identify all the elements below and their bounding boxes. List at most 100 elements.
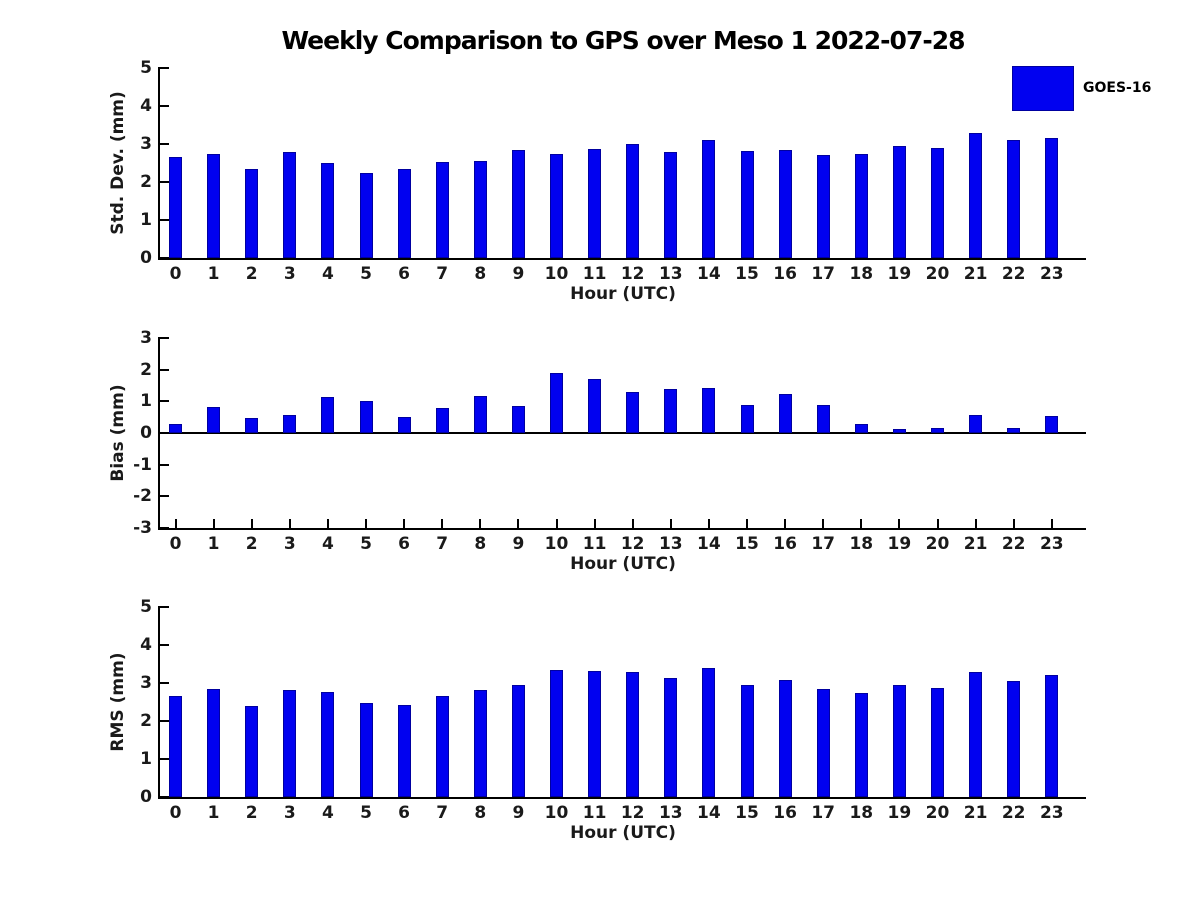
- y-tick-label: 3: [140, 673, 152, 693]
- y-tick: [160, 758, 169, 760]
- y-tick-label: 5: [140, 597, 152, 617]
- x-tick-label: 0: [169, 534, 182, 554]
- bar-stddev-h3: [283, 152, 297, 258]
- x-tick-label: 12: [620, 264, 645, 284]
- y-tick: [160, 337, 169, 339]
- y-tick: [160, 432, 169, 434]
- x-tick-label: 1: [207, 534, 220, 554]
- x-tick-label: 18: [849, 534, 874, 554]
- y-tick: [160, 606, 169, 608]
- legend-swatch: [1012, 66, 1074, 111]
- y-tick: [160, 644, 169, 646]
- x-tick-label: 11: [582, 264, 607, 284]
- x-tick: [669, 519, 672, 528]
- bar-rms-h6: [397, 705, 411, 797]
- bar-rms-h9: [511, 685, 525, 797]
- y-tick-label: 4: [140, 635, 152, 655]
- bar-bias-h6: [397, 416, 411, 433]
- x-tick-label: 2: [245, 803, 258, 823]
- x-tick-label: 22: [1001, 534, 1026, 554]
- y-tick: [160, 682, 169, 684]
- y-tick-label: 2: [140, 172, 152, 192]
- y-axis-spine: [158, 606, 160, 798]
- x-tick-label: 3: [283, 803, 296, 823]
- x-tick-label: 4: [321, 803, 334, 823]
- x-tick-label: 21: [963, 264, 988, 284]
- x-tick-label: 17: [811, 803, 836, 823]
- bar-stddev-h13: [664, 151, 678, 258]
- x-axis-spine: [158, 258, 1086, 260]
- x-tick-label: 21: [963, 534, 988, 554]
- bar-stddev-h11: [588, 148, 602, 258]
- x-tick: [898, 519, 901, 528]
- bar-rms-h4: [321, 692, 335, 797]
- x-tick-label: 4: [321, 534, 334, 554]
- x-tick-label: 11: [582, 534, 607, 554]
- x-tick-label: 7: [436, 534, 449, 554]
- bar-stddev-h7: [435, 161, 449, 258]
- bar-rms-h23: [1045, 675, 1059, 797]
- x-tick: [593, 519, 596, 528]
- x-tick-label: 22: [1001, 264, 1026, 284]
- bar-bias-h10: [550, 373, 563, 433]
- x-tick: [936, 519, 939, 528]
- x-tick-label: 16: [773, 534, 797, 554]
- y-tick-label: 3: [140, 328, 152, 348]
- x-tick-label: 21: [963, 803, 988, 823]
- bar-rms-h5: [359, 703, 373, 797]
- y-tick-label: 0: [140, 423, 152, 443]
- bar-bias-h21: [969, 414, 983, 433]
- y-tick-label: 5: [140, 58, 152, 78]
- x-tick: [517, 519, 520, 528]
- x-tick-label: 15: [735, 534, 759, 554]
- y-tick-label: 1: [140, 749, 152, 769]
- x-tick-label: 3: [283, 534, 296, 554]
- x-tick-label: 0: [169, 803, 182, 823]
- bar-stddev-h5: [359, 172, 373, 258]
- y-tick-label: 2: [140, 711, 152, 731]
- y-tick-label: 0: [140, 248, 152, 268]
- y-tick-label: 3: [140, 134, 152, 154]
- x-axis-label-rms: Hour (UTC): [570, 823, 676, 843]
- bar-rms-h13: [664, 678, 678, 797]
- bar-rms-h17: [816, 689, 830, 797]
- x-tick-label: 11: [582, 803, 607, 823]
- x-tick: [174, 519, 177, 528]
- bar-bias-h15: [740, 405, 754, 433]
- x-tick-label: 7: [436, 803, 449, 823]
- x-tick-label: 2: [245, 534, 258, 554]
- y-tick: [160, 368, 169, 371]
- x-tick-label: 6: [398, 264, 411, 284]
- x-tick: [212, 519, 215, 528]
- bar-stddev-h20: [931, 148, 944, 258]
- y-axis-spine: [158, 67, 160, 259]
- x-tick: [288, 519, 291, 528]
- x-axis-label-stddev: Hour (UTC): [570, 284, 676, 304]
- bar-stddev-h14: [702, 139, 716, 258]
- x-tick-label: 17: [811, 534, 836, 554]
- y-tick: [160, 67, 169, 69]
- x-tick-label: 19: [887, 534, 912, 554]
- bar-bias-h20: [931, 427, 944, 433]
- x-tick-label: 9: [512, 534, 525, 554]
- bar-rms-h11: [588, 670, 602, 797]
- x-tick-label: 10: [544, 803, 569, 823]
- x-tick: [784, 519, 787, 528]
- bar-bias-h16: [778, 394, 792, 433]
- x-tick: [365, 519, 367, 528]
- x-tick-label: 14: [697, 803, 721, 823]
- zero-line: [160, 432, 1086, 434]
- x-tick-label: 18: [849, 264, 874, 284]
- bar-stddev-h22: [1007, 140, 1021, 258]
- y-tick-label: 4: [140, 96, 152, 116]
- x-tick-label: 18: [849, 803, 874, 823]
- bar-bias-h4: [321, 397, 335, 433]
- bar-stddev-h1: [207, 154, 221, 258]
- x-tick-label: 14: [697, 534, 721, 554]
- bar-bias-h2: [245, 418, 259, 433]
- x-tick-label: 5: [360, 264, 372, 284]
- x-tick-label: 19: [887, 264, 912, 284]
- bar-stddev-h23: [1045, 137, 1059, 258]
